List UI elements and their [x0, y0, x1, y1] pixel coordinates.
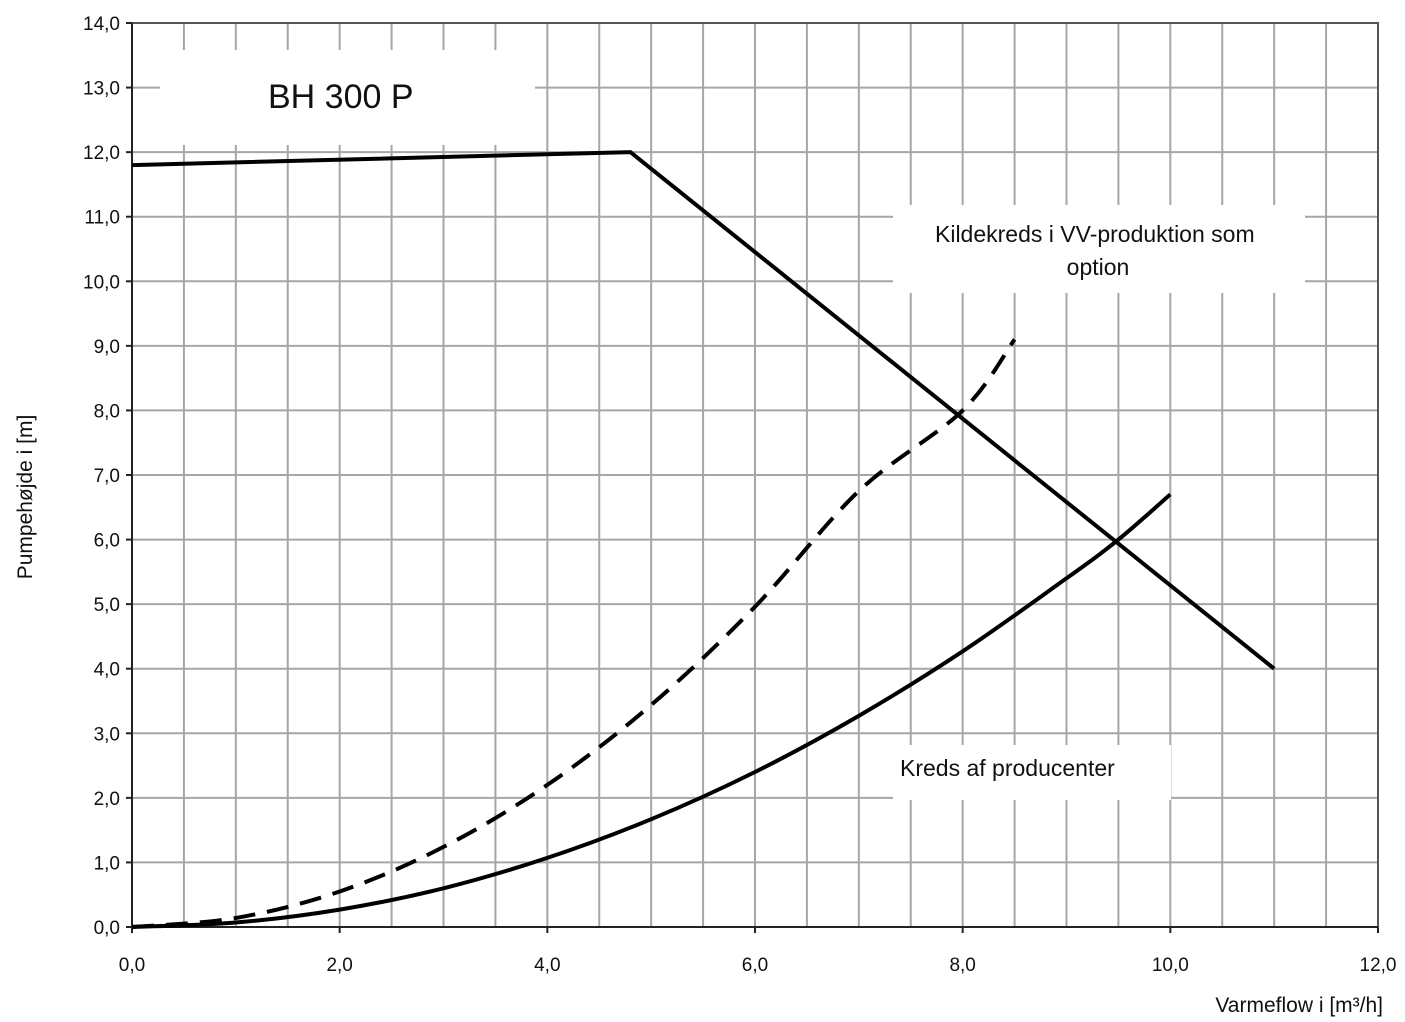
annotation-source-circuit-line-1: Kildekreds i VV-produktion som — [935, 221, 1255, 247]
y-tick-label: 1,0 — [94, 853, 120, 874]
x-tick-label: 4,0 — [534, 955, 560, 976]
chart-title: BH 300 P — [268, 78, 414, 116]
annotation-source-circuit: Kildekreds i VV-produktion som option — [935, 221, 1261, 280]
y-axis-label: Pumpehøjde i [m] — [14, 415, 37, 580]
series-line-1 — [131, 150, 1276, 671]
annotation-backgrounds — [160, 50, 1305, 800]
y-tick-label: 3,0 — [94, 724, 120, 745]
grid — [132, 23, 1378, 927]
x-tick-label: 6,0 — [742, 955, 768, 976]
annotation-producer-circuit-background — [893, 745, 1171, 800]
x-tick-label: 2,0 — [326, 955, 352, 976]
x-tick-label: 10,0 — [1152, 955, 1189, 976]
annotation-source-circuit-line-2: option — [1067, 254, 1130, 280]
annotation-source-circuit-background — [893, 205, 1305, 293]
y-tick-label: 8,0 — [94, 401, 120, 422]
tick-labels: 0,0 1,0 2,0 3,0 4,0 5,0 6,0 7,0 8,0 9,0 10,0 11,0 12… — [83, 14, 1396, 976]
y-tick-label: 7,0 — [94, 466, 120, 487]
x-tick-label: 12,0 — [1360, 955, 1397, 976]
y-tick-label: 2,0 — [94, 789, 120, 810]
series-line-2 — [131, 338, 1017, 929]
y-tick-label: 13,0 — [83, 79, 120, 100]
annotation-producer-circuit: Kreds af producenter — [900, 755, 1115, 781]
plot-frame — [126, 22, 1379, 933]
y-tick-label: 5,0 — [94, 595, 120, 616]
title-background — [160, 50, 535, 145]
x-tick-label: 8,0 — [949, 955, 975, 976]
y-tick-label: 14,0 — [83, 14, 120, 35]
x-axis-label: Varmeflow i [m³/h] — [1215, 994, 1383, 1017]
series-line-3 — [131, 492, 1172, 929]
y-tick-label: 4,0 — [94, 660, 120, 681]
y-tick-label: 6,0 — [94, 531, 120, 552]
y-tick-label: 0,0 — [94, 918, 120, 939]
x-tick-label: 0,0 — [119, 955, 145, 976]
y-tick-label: 12,0 — [83, 143, 120, 164]
y-tick-label: 10,0 — [83, 272, 120, 293]
y-tick-label: 9,0 — [94, 337, 120, 358]
y-tick-label: 11,0 — [84, 208, 120, 229]
series-lines — [131, 150, 1276, 929]
